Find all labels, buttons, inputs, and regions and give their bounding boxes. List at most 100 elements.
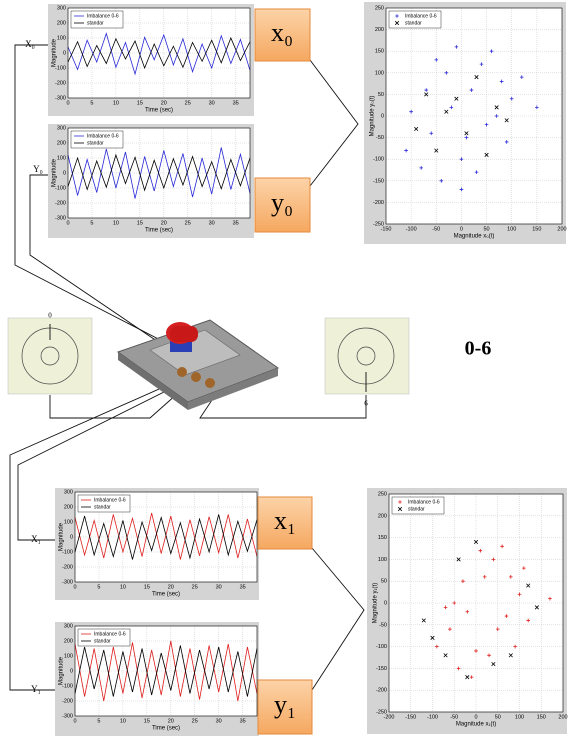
- scatter-point: [429, 131, 434, 136]
- legend-box: [391, 496, 445, 515]
- scatter-point: [454, 96, 459, 101]
- scatter-point: [473, 539, 479, 545]
- y-tick-label: -200: [55, 80, 66, 86]
- scatter-point: [494, 114, 499, 118]
- x-tick-label: -150: [380, 226, 391, 232]
- connector: [29, 174, 177, 355]
- x-tick-label: 25: [192, 584, 198, 590]
- chart: -300 -200 -100 0 100 200 300 0 5 10 15 20 25 30 35 Time…: [48, 124, 254, 238]
- x-axis-label: Time (sec): [145, 108, 173, 114]
- y-tick-label: 100: [375, 70, 384, 76]
- y-tick-label: 50: [381, 579, 387, 585]
- scatter-point: [424, 88, 429, 92]
- y-tick-label: 100: [378, 557, 387, 563]
- y-tick-label: 200: [64, 504, 73, 510]
- x-tick-label: 0: [460, 226, 463, 232]
- scatter-point: [448, 627, 452, 631]
- x-tick-label: 200: [557, 226, 566, 232]
- legend-box: [70, 10, 124, 29]
- y-tick-label: -300: [62, 579, 73, 585]
- y-tick-label: 150: [378, 535, 387, 541]
- disk-left: [7, 317, 93, 395]
- side-label: X₀: [25, 39, 35, 49]
- rotor: [205, 378, 215, 388]
- scatter-point: [494, 105, 499, 110]
- series-line: [67, 153, 251, 192]
- scatter-point: [484, 122, 489, 127]
- x-tick-label: 35: [233, 100, 239, 106]
- x-axis-label: Time (sec): [145, 228, 173, 234]
- connector: [49, 385, 187, 419]
- x-tick-label: 20: [161, 100, 167, 106]
- scatter-point: [421, 618, 426, 623]
- series-line: [74, 640, 258, 702]
- connector: [14, 44, 171, 346]
- connectors: [9, 44, 367, 691]
- x-tick-label: 15: [137, 100, 143, 106]
- x-tick-label: 0: [66, 220, 69, 226]
- y-tick-label: -100: [62, 549, 73, 555]
- y-axis-label: Magnitude: [52, 158, 58, 187]
- side-label: Y₁: [31, 684, 41, 694]
- y-tick-label: -150: [373, 178, 384, 184]
- y-tick-label: -200: [376, 688, 387, 694]
- scatter-point: [534, 605, 539, 610]
- plot-frame: [67, 127, 251, 219]
- plot-frame: [385, 7, 563, 225]
- y-tick-label: 100: [64, 653, 73, 659]
- scatter-point: [478, 548, 483, 553]
- connector: [9, 369, 203, 691]
- scatter-point: [452, 601, 457, 605]
- y-axis-label: Magnitude: [52, 38, 58, 67]
- label-box: [257, 679, 313, 735]
- y-tick-label: -200: [62, 698, 73, 704]
- connector: [199, 395, 367, 419]
- legend-label: standar: [87, 20, 104, 26]
- y-tick-label: 200: [64, 638, 73, 644]
- y-tick-label: -200: [62, 564, 73, 570]
- label-box: [257, 496, 313, 550]
- scatter-point: [469, 88, 474, 92]
- scatter-point: [443, 605, 448, 610]
- x-tick-label: 5: [97, 718, 100, 724]
- x-tick-label: 30: [209, 220, 215, 226]
- scatter-point: [443, 653, 448, 658]
- x-tick-label: 20: [161, 220, 167, 226]
- x-tick-label: 5: [90, 100, 93, 106]
- x-tick-label: 20: [168, 718, 174, 724]
- series-line: [74, 645, 258, 697]
- motor-body: [170, 326, 198, 342]
- x-tick-label: 30: [216, 584, 222, 590]
- y-tick-label: 200: [378, 513, 387, 519]
- scatter-point: [482, 575, 487, 579]
- scatter-point: [500, 544, 504, 549]
- scatter-point: [464, 131, 469, 136]
- x-axis-label: Time (sec): [152, 726, 180, 732]
- y-tick-label: 0: [381, 113, 384, 119]
- scatter-point: [504, 614, 509, 618]
- scatter-point: [444, 71, 449, 75]
- y-tick-label: 0: [70, 534, 73, 540]
- scatter-point: [509, 96, 514, 101]
- y-tick-label: -200: [373, 200, 384, 206]
- scatter-point: [484, 152, 489, 157]
- plot-frame: [388, 493, 564, 713]
- legend-box: [70, 130, 124, 149]
- scatter-point: [526, 618, 530, 623]
- y-tick-label: 0: [70, 668, 73, 674]
- range-label: 0-6: [465, 338, 492, 360]
- x-tick-label: 100: [507, 226, 516, 232]
- y-tick-label: 200: [57, 20, 66, 26]
- plot-frame: [74, 491, 258, 583]
- y-axis-label: Magnitude y₁(t): [373, 583, 379, 623]
- chart: -300 -200 -100 0 100 200 300 0 5 10 15 20 25 30 35 Time…: [55, 622, 259, 736]
- box-label: x₀: [271, 18, 293, 47]
- scatter-point: [509, 575, 513, 579]
- x-tick-label: 200: [558, 714, 567, 720]
- scatter-point: [435, 644, 439, 649]
- x-tick-label: 35: [240, 584, 246, 590]
